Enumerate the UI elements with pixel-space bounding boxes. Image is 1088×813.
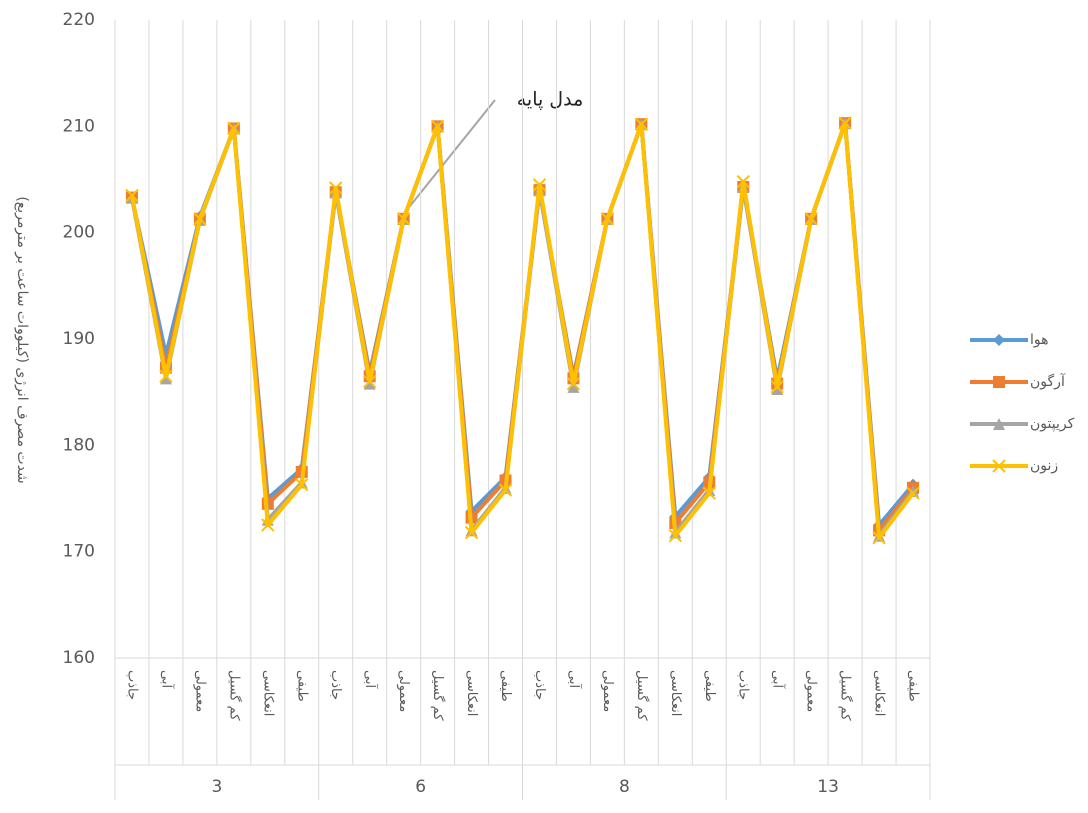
group-label: 3 [211,777,222,797]
y-tick-label: 190 [63,329,95,349]
x-tick-label: معمولی [600,670,615,712]
group-label: 6 [415,777,426,797]
marker [668,529,683,543]
y-tick-label: 210 [63,116,95,136]
marker [498,483,513,497]
annotation: مدل پایه [517,89,584,111]
y-axis-title: شدت مصرف انرژی (کیلووات ساعت بر مترمربع) [14,196,30,483]
marker [702,486,716,500]
marker [193,212,207,226]
marker [992,459,1006,473]
x-tick-label: آبی [566,670,583,689]
x-tick-label: آبی [362,670,379,689]
marker [804,212,818,226]
x-tick-label: جاذب [328,670,343,700]
marker [396,212,411,226]
marker [906,486,920,500]
marker [993,376,1005,388]
group-label: 13 [817,777,839,797]
x-tick-label: آبی [770,670,787,689]
x-tick-label: طیفی [294,670,309,702]
x-tick-label: کم گسیل [838,670,854,721]
marker [125,188,139,203]
x-tick-label: طیفی [702,670,717,702]
marker [329,181,343,195]
marker [159,372,172,385]
marker [600,212,615,226]
group-label: 8 [619,777,630,797]
x-tick-label: جاذب [124,670,139,700]
marker [464,525,479,540]
marker [872,531,886,545]
marker [736,174,750,189]
marker [532,178,547,192]
marker [227,121,241,136]
x-tick-label: انعکاسی [260,670,275,716]
x-tick-label: انعکاسی [464,670,479,716]
legend-label: زنون [1030,458,1058,474]
marker [770,380,784,394]
x-tick-label: معمولی [396,670,411,712]
legend-label: کریپتون [1030,416,1075,432]
x-tick-label: کم گسیل [226,670,242,721]
y-tick-label: 200 [63,223,95,243]
marker [362,374,377,389]
x-tick-label: طیفی [906,670,921,702]
x-tick-label: کم گسیل [634,670,650,721]
marker [567,380,580,393]
y-tick-label: 220 [63,10,95,30]
marker [566,376,581,391]
x-tick-label: طیفی [498,670,513,702]
y-tick-label: 180 [63,435,95,455]
y-tick-label: 160 [63,648,95,668]
marker [993,334,1005,346]
x-tick-label: جاذب [736,670,751,700]
x-tick-label: معمولی [804,670,819,712]
x-tick-label: انعکاسی [668,670,683,716]
marker [295,477,309,492]
marker [261,518,275,532]
marker [430,119,445,134]
x-tick-label: آبی [158,670,175,689]
x-tick-label: انعکاسی [872,670,887,716]
series-line [130,121,915,540]
marker [838,116,852,130]
legend-label: آرگون [1030,373,1066,390]
x-tick-label: کم گسیل [430,670,446,721]
marker [771,382,784,395]
y-tick-label: 170 [63,542,95,562]
x-tick-label: جاذب [532,670,547,700]
legend-label: هوا [1030,332,1049,348]
marker [159,369,173,383]
x-tick-label: معمولی [192,670,207,712]
marker [634,117,649,131]
annotation-leader [401,99,496,217]
marker [363,377,376,390]
marker [993,418,1005,430]
